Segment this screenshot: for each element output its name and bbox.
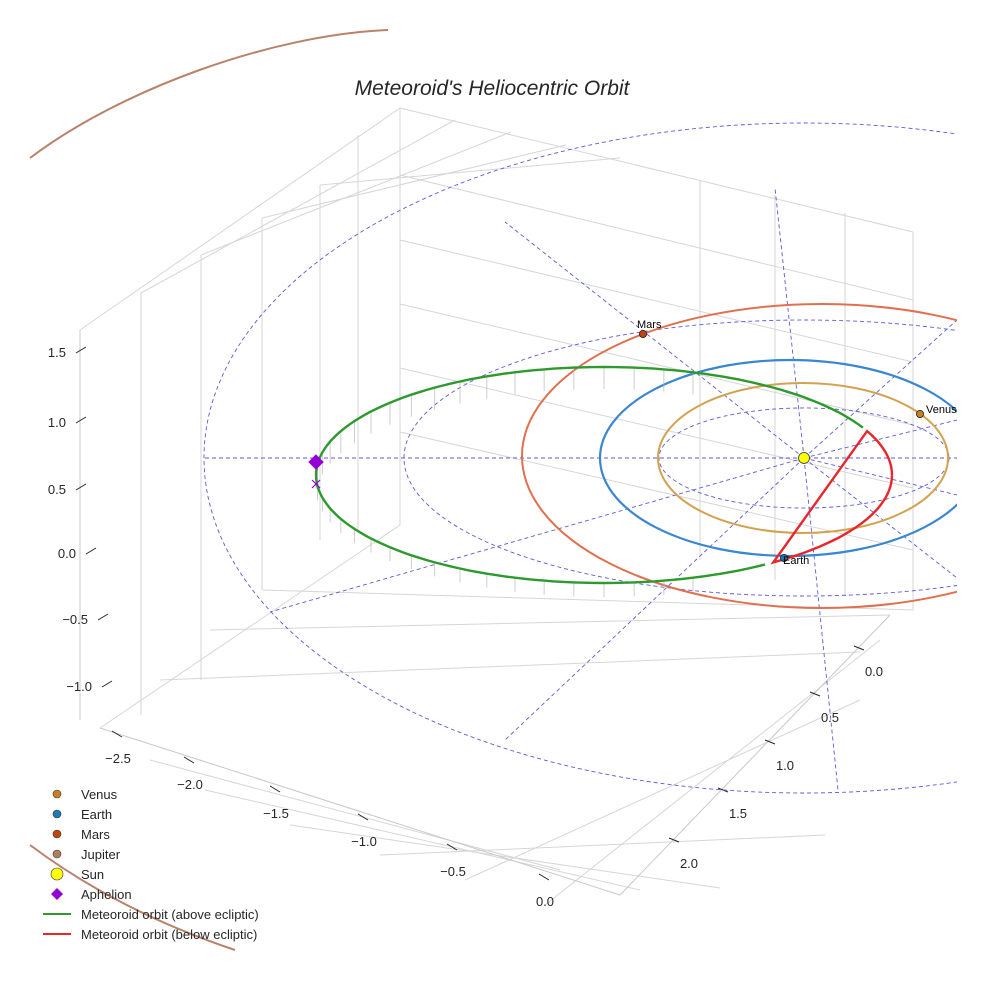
- y-tick-label: 0.0: [865, 664, 883, 679]
- x-tick-mark: [446, 843, 458, 851]
- meteoroid-orbit-below: [770, 429, 894, 565]
- legend-label: Venus: [81, 787, 118, 802]
- chart-title: Meteoroid's Heliocentric Orbit: [355, 77, 631, 100]
- y-tick-label: 0.5: [821, 710, 839, 725]
- legend-marker: [52, 789, 62, 799]
- sun-marker: [798, 452, 810, 464]
- y-tick-mark: [764, 739, 776, 745]
- reference-ring: [403, 319, 957, 597]
- y-tick-label: 1.0: [776, 758, 794, 773]
- z-tick-label: −1.0: [66, 679, 92, 694]
- orbit-venus: [657, 382, 949, 534]
- legend-label: Sun: [81, 867, 104, 882]
- orbit-earth: [598, 358, 957, 558]
- reference-line: [504, 457, 805, 741]
- z-tick-mark: [97, 613, 109, 621]
- legend: Venus Earth Mars Jupiter Sun Aphelion Meteoroi…: [43, 787, 259, 942]
- planet-label-earth: Earth: [783, 555, 809, 567]
- planet-label-venus: Venus: [926, 404, 957, 416]
- orbit-jupiter: [29, 29, 389, 159]
- legend-marker: [52, 809, 62, 819]
- reference-line: [504, 221, 805, 459]
- y-tick-mark: [668, 837, 680, 843]
- y-tick-mark: [809, 691, 821, 697]
- reference-line: [803, 319, 957, 459]
- y-tick-label: 2.0: [680, 856, 698, 871]
- reference-line: [774, 187, 805, 459]
- reference-line: [269, 457, 805, 613]
- meteoroid-orbit-above: [314, 365, 864, 585]
- reference-line: [803, 457, 839, 791]
- z-tick-mark: [101, 680, 113, 688]
- legend-marker: [52, 829, 62, 839]
- legend-label: Mars: [81, 827, 110, 842]
- x-tick-mark: [538, 873, 550, 881]
- orbit-mars: [521, 303, 957, 609]
- axes-panes: [79, 107, 914, 906]
- reference-line: [803, 419, 957, 459]
- legend-label: Jupiter: [81, 847, 121, 862]
- legend-label: Meteoroid orbit (above ecliptic): [81, 907, 259, 922]
- x-tick-label: −1.0: [351, 834, 377, 849]
- planet-mars: [639, 329, 648, 338]
- y-tick-mark: [717, 787, 729, 793]
- x-tick-mark: [111, 730, 123, 738]
- z-tick-mark: [75, 346, 87, 354]
- z-tick-mark: [85, 547, 97, 555]
- y-tick-label: 1.5: [729, 806, 747, 821]
- orbits-layer: Mars Venus Earth: [29, 29, 957, 951]
- x-tick-label: −2.0: [177, 777, 203, 792]
- planet-venus: [916, 409, 925, 418]
- z-tick-label: 1.0: [48, 415, 66, 430]
- legend-label: Aphelion: [81, 887, 132, 902]
- x-tick-label: −1.5: [263, 806, 289, 821]
- x-tick-mark: [357, 813, 369, 821]
- aphelion-projection-marker: [311, 479, 321, 489]
- z-tick-label: 1.5: [48, 345, 66, 360]
- planet-label-mars: Mars: [637, 319, 662, 331]
- reference-line: [803, 457, 957, 579]
- orbit-jupiter-lower: [29, 844, 236, 951]
- z-tick-label: −0.5: [62, 612, 88, 627]
- z-tick-mark: [75, 483, 87, 491]
- y-tick-mark: [853, 645, 865, 651]
- z-tick-mark: [75, 416, 87, 424]
- legend-label: Earth: [81, 807, 112, 822]
- x-tick-mark: [269, 785, 281, 793]
- legend-marker: [51, 888, 63, 900]
- x-tick-label: −0.5: [440, 864, 466, 879]
- aphelion-marker: [308, 454, 324, 470]
- legend-label: Meteoroid orbit (below ecliptic): [81, 927, 257, 942]
- legend-marker: [52, 849, 62, 859]
- z-tick-label: 0.5: [48, 482, 66, 497]
- axis-ticks: 1.5 1.0 0.5 0.0 −0.5 −1.0 −2.5 −2.0 −1.5 −1.0 −0.5…: [48, 345, 883, 909]
- x-tick-label: 0.0: [536, 894, 554, 909]
- x-tick-mark: [183, 756, 195, 764]
- legend-marker: [50, 867, 64, 881]
- reference-line: [803, 457, 957, 496]
- reference-ring: [203, 122, 957, 794]
- planet-earth: [780, 554, 789, 563]
- z-tick-label: 0.0: [58, 546, 76, 561]
- x-tick-label: −2.5: [105, 751, 131, 766]
